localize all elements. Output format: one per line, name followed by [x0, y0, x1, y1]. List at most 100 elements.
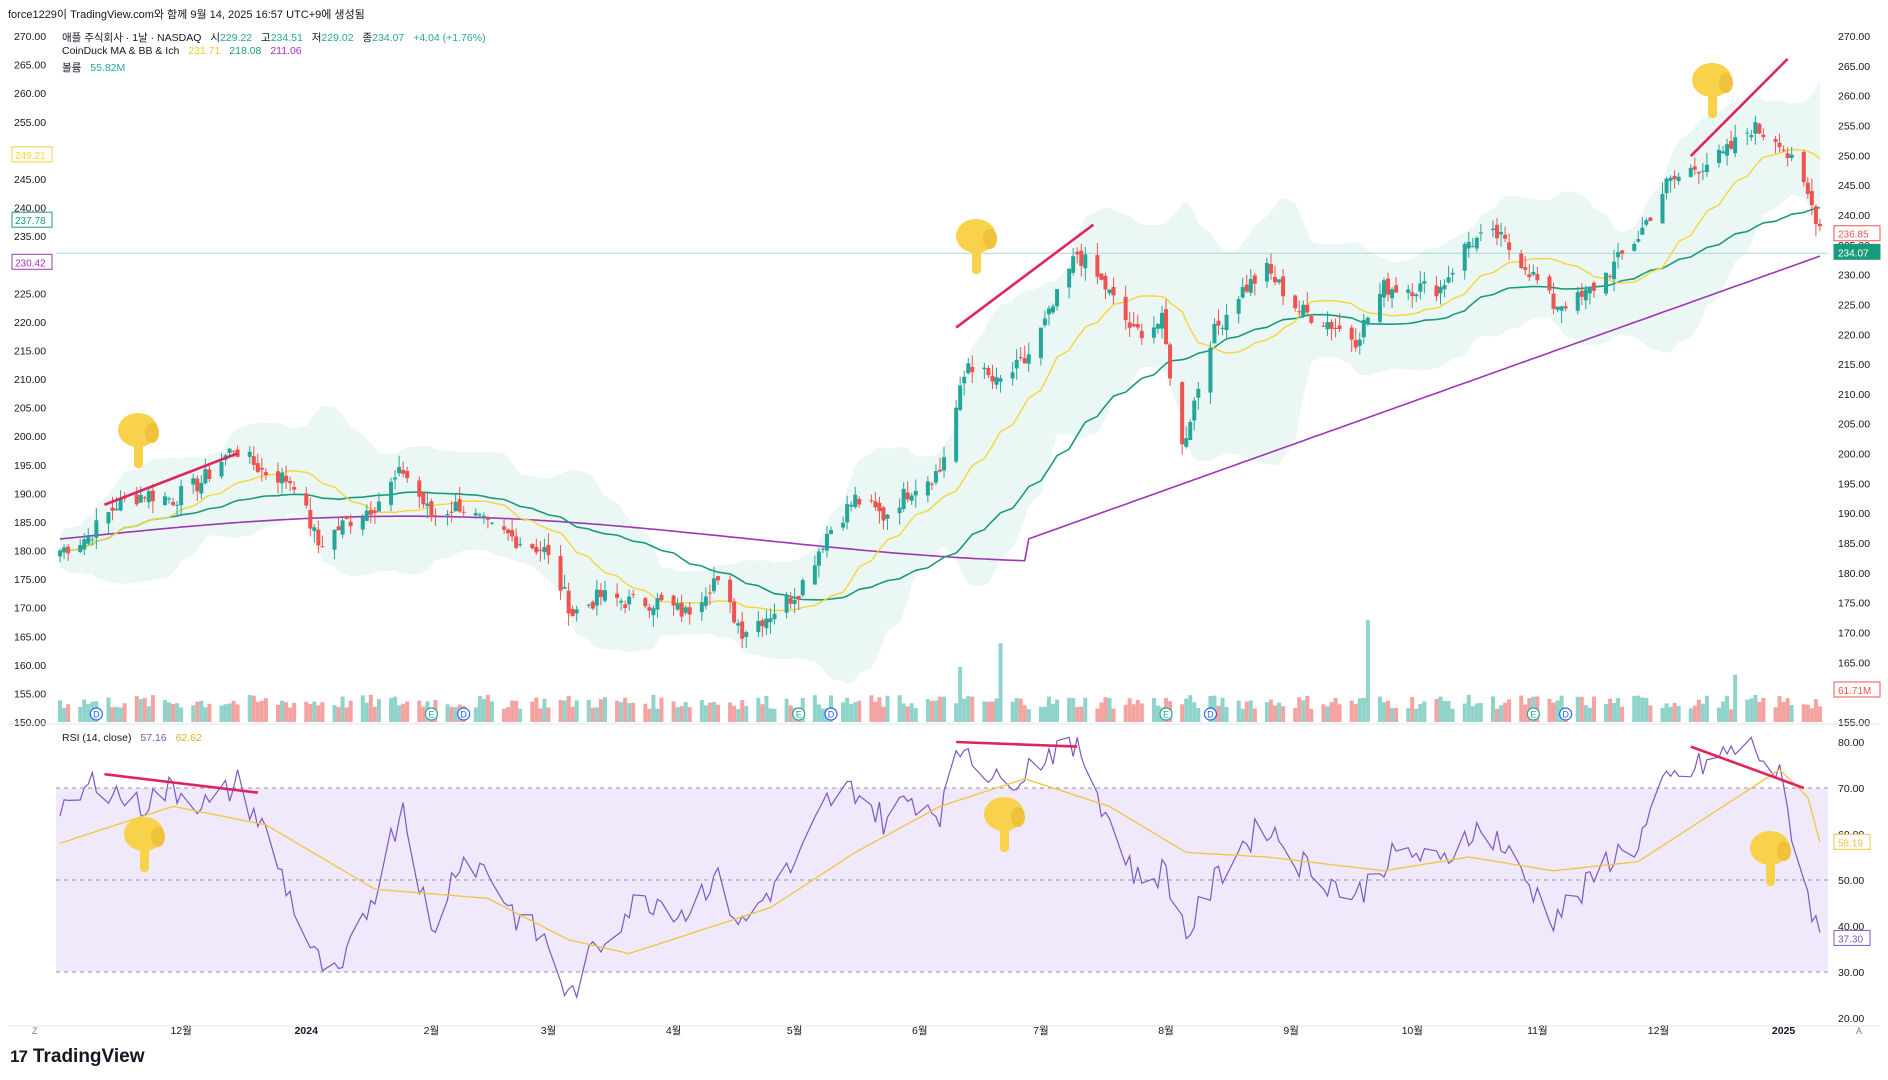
volume-bar [869, 695, 874, 722]
volume-bar [1507, 699, 1512, 722]
volume-bar [820, 708, 825, 722]
volume-bar [1155, 705, 1160, 722]
pointing-hand-icon [124, 817, 165, 872]
candle-body [558, 556, 563, 591]
candle-body [538, 549, 543, 551]
candle-body [425, 503, 430, 506]
volume-bar [1014, 698, 1019, 722]
candle-body [740, 621, 745, 639]
candle-body [711, 578, 716, 592]
candle-body [1107, 289, 1112, 294]
candle-body [58, 550, 63, 557]
candle-body [1321, 325, 1326, 327]
candle-body [546, 544, 551, 556]
candle-body [873, 501, 878, 508]
right-price-tag-label: 234.07 [1838, 248, 1869, 259]
corner-label-left: Z [32, 1026, 38, 1036]
candle-body [219, 461, 224, 477]
candle-body [1672, 175, 1677, 180]
candle-body [134, 494, 139, 505]
volume-bar [1632, 695, 1637, 722]
earnings-marker [792, 707, 806, 721]
volume-bar [1761, 697, 1766, 722]
rsi-line [59, 736, 1821, 1000]
volume-bar [1216, 705, 1221, 722]
candle-body [1212, 324, 1217, 344]
left-y-tick: 165.00 [14, 631, 46, 643]
volume-bar [962, 698, 967, 722]
candle-body [110, 507, 115, 511]
candle-body [1603, 272, 1608, 294]
candle-body [1474, 237, 1479, 249]
candle-body [986, 367, 991, 376]
volume-bar [150, 695, 155, 722]
volume-bar [1337, 704, 1342, 722]
volume-bar [1478, 703, 1483, 722]
volume-bar [1151, 697, 1156, 722]
volume-bar [772, 708, 777, 722]
volume-bar [1018, 698, 1023, 722]
volume-bar [1026, 709, 1031, 722]
x-tick-label: 10월 [1402, 1025, 1423, 1037]
candle-body [280, 472, 285, 484]
volume-bar [417, 700, 422, 722]
left-y-tick: 235.00 [14, 231, 46, 243]
volume-bar [421, 706, 426, 722]
candle-body [1042, 318, 1047, 326]
candle-body [1273, 276, 1278, 283]
candle-body [162, 496, 167, 505]
volume-bar [1608, 698, 1613, 722]
volume-bar [925, 699, 930, 722]
candle-body [1725, 144, 1730, 156]
candle-body [687, 607, 692, 615]
volume-bar [110, 707, 115, 722]
tradingview-brand[interactable]: 17 TradingView [10, 1046, 145, 1068]
volume-bar [877, 697, 882, 722]
candle-body [845, 504, 850, 523]
volume-bar [114, 706, 119, 722]
volume-bar [360, 695, 365, 722]
candle-body [1337, 325, 1342, 330]
candle-body [1555, 306, 1560, 310]
volume-bar [1785, 698, 1790, 722]
volume-bar [1688, 708, 1693, 722]
candle-body [925, 481, 930, 496]
volume-bar [1196, 708, 1201, 722]
candle-body [1071, 256, 1076, 273]
candle-body [1075, 251, 1080, 255]
candle-body [998, 378, 1003, 382]
volume-bar [288, 707, 293, 722]
volume-bar [740, 700, 745, 722]
volume-bar [1547, 698, 1552, 722]
volume-bar [1329, 702, 1334, 722]
earnings-marker-label: E [1163, 710, 1169, 720]
candle-body [966, 363, 971, 374]
candle-body [1608, 276, 1613, 278]
volume-bar [1620, 706, 1625, 722]
candle-body [1381, 280, 1386, 298]
volume-bar [594, 707, 599, 722]
candle-body [1224, 314, 1229, 331]
candle-body [655, 598, 660, 610]
left-y-tick: 225.00 [14, 288, 46, 300]
candle-body [933, 471, 938, 483]
volume-bar [179, 707, 184, 722]
hand-thumb [145, 423, 159, 443]
hand-finger [1000, 822, 1009, 852]
candle-body [647, 607, 652, 611]
dividend-marker-label: D [460, 710, 467, 720]
volume-bar [631, 702, 636, 722]
candle-body [1252, 275, 1257, 284]
candle-body [982, 367, 987, 370]
candle-body [372, 510, 377, 514]
volume-bar [1813, 699, 1818, 722]
candle-body [901, 488, 906, 509]
volume-bar [1470, 706, 1475, 722]
left-y-tick: 215.00 [14, 345, 46, 357]
volume-bar [586, 699, 591, 722]
candle-body [929, 483, 934, 485]
x-tick-label: 2024 [295, 1025, 319, 1037]
candle-body [1127, 322, 1132, 328]
dividend-marker [1203, 707, 1218, 721]
